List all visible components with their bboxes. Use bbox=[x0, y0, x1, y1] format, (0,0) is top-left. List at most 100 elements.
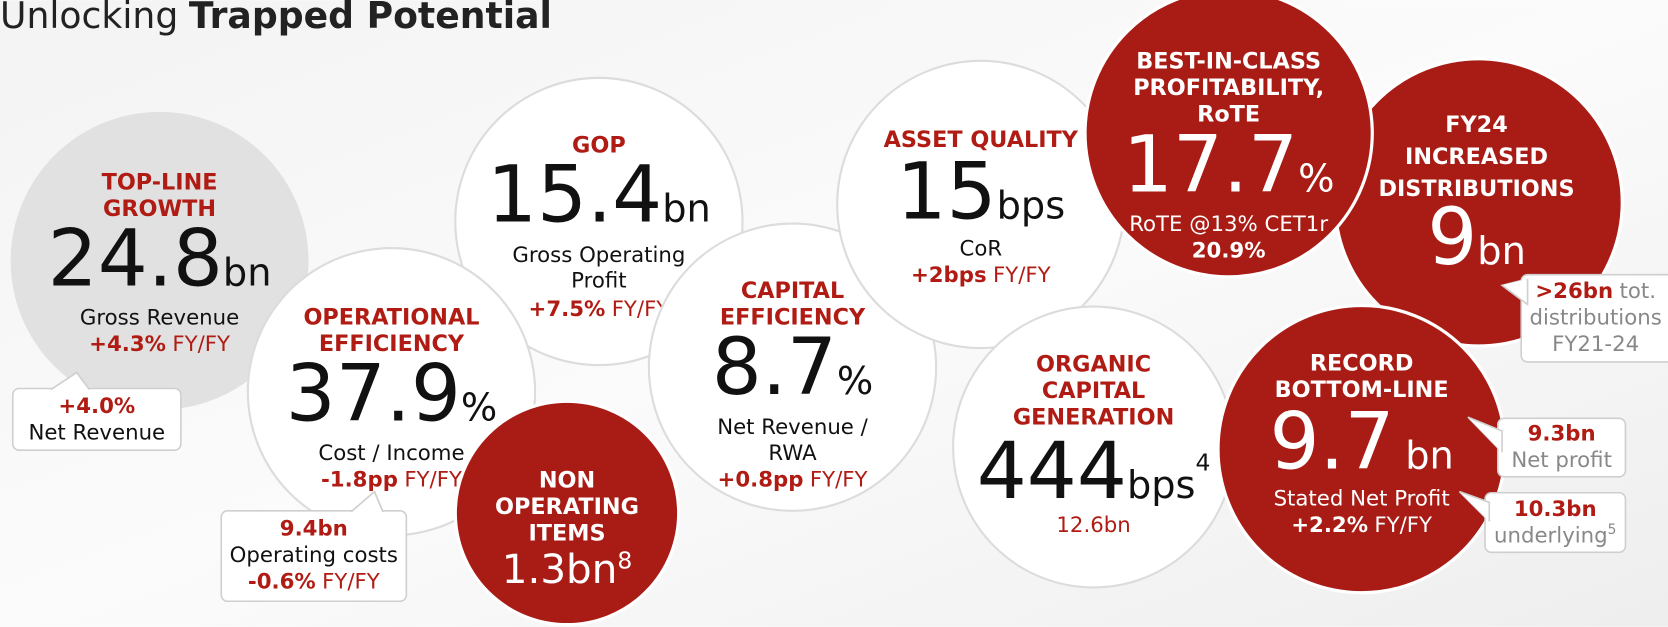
text-cb: -1.8pp bbox=[321, 467, 398, 492]
callout-pointer-edge bbox=[50, 371, 90, 391]
text-line: TOP-LINE bbox=[102, 170, 218, 196]
text-h: TOP-LINE bbox=[102, 170, 218, 196]
text-line: underlying5 bbox=[1494, 522, 1616, 549]
text-hw: OPERATING bbox=[495, 494, 639, 520]
text-line: BEST-IN-CLASS bbox=[1136, 48, 1321, 74]
text-line: Profit bbox=[571, 268, 626, 293]
text-hw: INCREASED bbox=[1405, 144, 1548, 170]
text-hw: PROFITABILITY, bbox=[1133, 75, 1324, 101]
text-big: 15.4 bbox=[487, 148, 662, 240]
callout-box bbox=[11, 387, 182, 451]
text-unit: bn bbox=[223, 250, 272, 295]
text-g: distributions bbox=[1530, 306, 1662, 331]
text-bigw: 9 bbox=[1427, 191, 1477, 283]
text-hw: BEST-IN-CLASS bbox=[1136, 48, 1321, 74]
text-d: Gross Operating bbox=[512, 243, 685, 268]
text-h: ASSET QUALITY bbox=[884, 127, 1079, 153]
text-line: FY21-24 bbox=[1552, 332, 1639, 357]
text-h: OPERATIONAL bbox=[303, 305, 479, 331]
text-line: Net profit bbox=[1511, 448, 1612, 473]
text-unitw: % bbox=[1298, 157, 1334, 202]
red-bubble bbox=[10, 111, 309, 410]
text-cbw: +2.2% bbox=[1291, 513, 1368, 538]
red-bubble bbox=[453, 399, 681, 627]
text-line: 15bps bbox=[896, 145, 1065, 237]
text-cn: FY/FY bbox=[810, 467, 869, 492]
text-g: FY21-24 bbox=[1552, 332, 1639, 357]
text-line: +4.3% FY/FY bbox=[89, 332, 231, 357]
text-supw: 8 bbox=[617, 546, 632, 574]
text-line: distributions bbox=[1530, 306, 1662, 331]
text-sup: 4 bbox=[1196, 448, 1211, 476]
text-line: 9.4bn bbox=[280, 516, 348, 541]
text-line: +4.0% bbox=[58, 394, 135, 419]
text-line: GROWTH bbox=[103, 196, 216, 222]
text-line: 9.3bn bbox=[1528, 422, 1596, 447]
text-line: NON bbox=[539, 467, 595, 493]
text-cb: -0.6% bbox=[248, 569, 316, 594]
text-line: OPERATING bbox=[495, 494, 639, 520]
text-cb: 10.3bn bbox=[1514, 497, 1597, 522]
text-bigw: 17.7 bbox=[1123, 119, 1298, 211]
callout-pointer-fill bbox=[1502, 278, 1528, 305]
callout-pointer-edge bbox=[1467, 416, 1503, 453]
text-d: Operating costs bbox=[230, 543, 398, 568]
text-line: Gross Operating bbox=[512, 243, 685, 268]
text-h: CAPITAL bbox=[1042, 378, 1145, 404]
text-line: +7.5% FY/FY bbox=[529, 297, 671, 322]
text-line: OPERATIONAL bbox=[303, 305, 479, 331]
text-line: RWA bbox=[768, 441, 817, 466]
text-big: 15 bbox=[896, 145, 996, 237]
text-bigw: 9.7 bbox=[1269, 395, 1394, 487]
text-d: Net Revenue / bbox=[717, 415, 868, 440]
text-unit: bps bbox=[1127, 463, 1196, 508]
title: Unlocking Trapped Potential bbox=[0, 0, 552, 37]
text-line: EFFICIENCY bbox=[319, 331, 465, 357]
text-cn: FY/FY bbox=[993, 263, 1052, 288]
text-cb: +7.5% bbox=[529, 297, 606, 322]
text-line: Net Revenue bbox=[28, 421, 165, 446]
callout-box bbox=[1520, 273, 1668, 363]
text-line: 15.4bn bbox=[487, 148, 711, 240]
bubble bbox=[647, 222, 938, 512]
text-line: ASSET QUALITY bbox=[884, 127, 1079, 153]
text-line: 444bps4 bbox=[977, 425, 1211, 517]
title-light: Unlocking bbox=[0, 0, 178, 37]
title-bold: Trapped Potential bbox=[189, 0, 552, 37]
callout-pointer-edge bbox=[1459, 490, 1491, 522]
text-hw: NON bbox=[539, 467, 595, 493]
text-h: EFFICIENCY bbox=[319, 331, 465, 357]
text-unit: bn bbox=[662, 186, 711, 231]
text-line: Operating costs bbox=[230, 543, 398, 568]
text-cbw: 20.9% bbox=[1192, 239, 1266, 264]
text-g: underlying bbox=[1494, 524, 1608, 549]
text-hw: BOTTOM-LINE bbox=[1275, 377, 1449, 403]
text-h: GENERATION bbox=[1013, 405, 1174, 431]
text-g: tot. bbox=[1620, 279, 1656, 304]
text-line: 10.3bn bbox=[1514, 497, 1597, 522]
text-line: GENERATION bbox=[1013, 405, 1174, 431]
text-h: EFFICIENCY bbox=[720, 305, 866, 331]
text-line: PROFITABILITY, bbox=[1133, 75, 1324, 101]
text-line: Cost / Income bbox=[318, 441, 464, 466]
text-line: 9.7 bn bbox=[1269, 395, 1453, 487]
text-line: 24.8bn bbox=[48, 212, 272, 304]
text-big: 24.8 bbox=[48, 212, 223, 304]
text-d: RWA bbox=[768, 441, 817, 466]
text-unitw: bn bbox=[1405, 433, 1454, 478]
text-line: >26bn tot. bbox=[1535, 279, 1656, 304]
text-cb: +4.3% bbox=[89, 332, 166, 357]
text-line: RoTE bbox=[1197, 101, 1260, 127]
text-h: CAPITAL bbox=[741, 278, 844, 304]
text-line: -0.6% FY/FY bbox=[248, 569, 381, 594]
red-bubble bbox=[1083, 0, 1374, 279]
text-line: -1.8pp FY/FY bbox=[321, 467, 463, 492]
text-line: Stated Net Profit bbox=[1274, 487, 1450, 512]
text-line: BOTTOM-LINE bbox=[1275, 377, 1449, 403]
text-unit: % bbox=[837, 359, 873, 404]
text-hw: RoTE bbox=[1197, 101, 1260, 127]
text-line: 8.7% bbox=[712, 321, 874, 413]
text-r: 12.6bn bbox=[1056, 513, 1130, 538]
text-line: CAPITAL bbox=[741, 278, 844, 304]
text-line: CAPITAL bbox=[1042, 378, 1145, 404]
